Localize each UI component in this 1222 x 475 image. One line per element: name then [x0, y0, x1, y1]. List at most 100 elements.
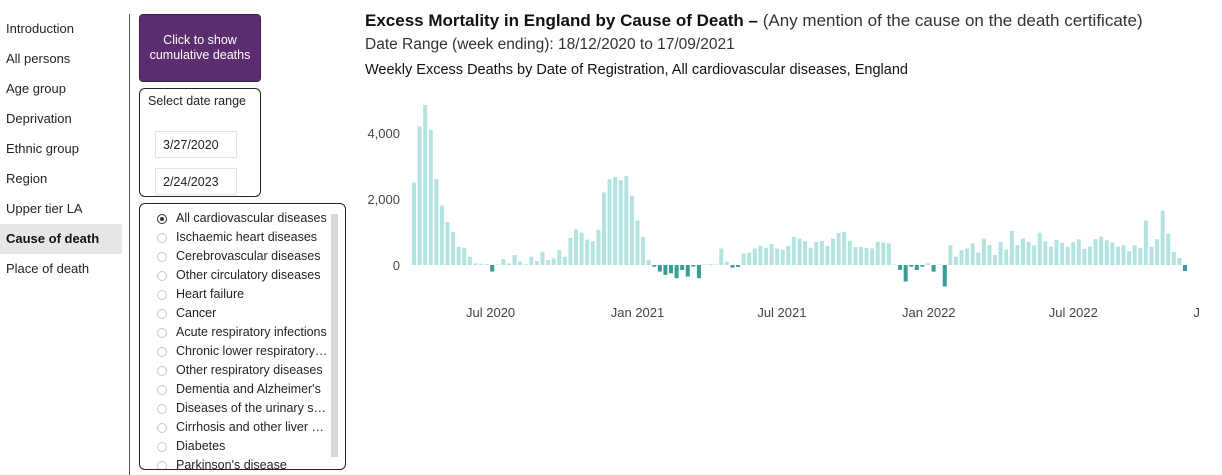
- chart-bar: [791, 236, 796, 265]
- chart-bar: [479, 263, 484, 265]
- radio-icon[interactable]: [157, 366, 167, 376]
- chart-bar: [1065, 246, 1070, 265]
- x-tick-label: Jan 2022: [902, 305, 956, 320]
- chart-bar: [668, 265, 674, 274]
- chart-bar: [1166, 233, 1171, 265]
- chart-bar: [808, 247, 813, 265]
- chart-bar: [886, 243, 891, 265]
- cause-scrollbar-thumb[interactable]: [331, 214, 338, 457]
- chart-bar: [1143, 220, 1148, 265]
- chart-bar: [1088, 246, 1093, 265]
- chart-bar: [858, 246, 863, 265]
- cause-option[interactable]: Heart failure: [140, 285, 332, 304]
- radio-icon[interactable]: [157, 347, 167, 357]
- radio-icon[interactable]: [157, 423, 167, 433]
- cause-option-label: Cirrhosis and other liver …: [176, 420, 324, 434]
- chart-bar: [629, 195, 634, 265]
- cause-option[interactable]: Acute respiratory infections: [140, 323, 332, 342]
- chart-bar: [702, 264, 707, 265]
- cause-option[interactable]: Cancer: [140, 304, 332, 323]
- chart-bar: [674, 265, 679, 279]
- cumulative-deaths-button[interactable]: Click to show cumulative deaths: [139, 14, 261, 82]
- radio-icon[interactable]: [157, 328, 167, 338]
- chart-bar: [1082, 248, 1087, 265]
- nav-item-region[interactable]: Region: [6, 171, 48, 186]
- chart-bar: [607, 179, 612, 265]
- x-tick-label: Jul 2022: [1049, 305, 1098, 320]
- radio-icon[interactable]: [157, 442, 167, 452]
- start-date-input[interactable]: 3/27/2020: [155, 131, 237, 158]
- chart-bar: [1171, 252, 1176, 265]
- cause-option[interactable]: Dementia and Alzheimer's: [140, 380, 332, 399]
- chart-bar: [439, 205, 444, 265]
- chart-bar: [736, 265, 741, 267]
- cause-option-label: Dementia and Alzheimer's: [176, 382, 321, 396]
- nav-item-upper-tier-la[interactable]: Upper tier LA: [6, 201, 83, 216]
- x-tick-label: Jul 2021: [757, 305, 806, 320]
- nav-item-ethnic-group[interactable]: Ethnic group: [6, 141, 79, 156]
- cause-option[interactable]: Cirrhosis and other liver …: [140, 418, 332, 437]
- nav-item-introduction[interactable]: Introduction: [6, 21, 74, 36]
- cause-option[interactable]: Other respiratory diseases: [140, 361, 332, 380]
- nav-item-cause-of-death[interactable]: Cause of death: [0, 224, 122, 254]
- end-date-input[interactable]: 2/24/2023: [155, 168, 237, 195]
- chart-bar: [920, 265, 925, 267]
- chart-bar: [797, 238, 802, 265]
- chart-bar: [914, 265, 919, 270]
- chart-bar: [624, 175, 629, 265]
- nav-item-all-persons[interactable]: All persons: [6, 51, 71, 66]
- chart-bar: [769, 244, 774, 265]
- radio-icon[interactable]: [157, 271, 167, 281]
- cause-option[interactable]: Cerebrovascular diseases: [140, 247, 332, 266]
- cause-scrollbar-track[interactable]: [331, 214, 338, 457]
- nav-item-age-group[interactable]: Age group: [6, 81, 66, 96]
- chart-bar: [1093, 239, 1098, 265]
- chart-bar: [506, 263, 511, 265]
- chart-bar: [1177, 258, 1182, 265]
- nav-item-place-of-death[interactable]: Place of death: [6, 261, 90, 276]
- cause-option[interactable]: Parkinson's disease: [140, 456, 332, 469]
- chart-bar: [1115, 246, 1120, 265]
- nav-item-deprivation[interactable]: Deprivation: [6, 111, 72, 126]
- cause-option[interactable]: Other circulatory diseases: [140, 266, 332, 285]
- chart-bar: [763, 247, 768, 265]
- chart-bar: [903, 265, 908, 282]
- chart-bar: [1043, 241, 1048, 265]
- radio-icon[interactable]: [157, 385, 167, 395]
- chart-bar: [484, 264, 489, 265]
- cause-option[interactable]: Ischaemic heart diseases: [140, 228, 332, 247]
- chart-bar: [456, 246, 461, 265]
- chart-bar: [529, 256, 534, 265]
- radio-icon[interactable]: [157, 252, 167, 262]
- chart-bar: [434, 179, 439, 265]
- chart-bar: [1076, 239, 1081, 265]
- cause-option[interactable]: Diabetes: [140, 437, 332, 456]
- chart-bar: [786, 245, 791, 265]
- chart-bar: [523, 264, 528, 265]
- chart-bar: [1026, 241, 1031, 265]
- cause-option[interactable]: Chronic lower respiratory…: [140, 342, 332, 361]
- radio-icon[interactable]: [157, 309, 167, 319]
- cause-option-label: Diseases of the urinary s…: [176, 401, 327, 415]
- chart-bar: [1009, 231, 1014, 265]
- chart-bar: [557, 250, 562, 265]
- chart-bar: [601, 192, 606, 265]
- cause-option[interactable]: All cardiovascular diseases: [140, 209, 332, 228]
- cause-option-label: All cardiovascular diseases: [176, 211, 327, 225]
- chart-bar: [1071, 242, 1076, 265]
- radio-icon[interactable]: [157, 404, 167, 414]
- radio-icon[interactable]: [157, 233, 167, 243]
- chart-bar: [836, 232, 841, 265]
- radio-icon[interactable]: [157, 214, 167, 224]
- chart-bar: [847, 240, 852, 265]
- chart-bar: [1121, 245, 1126, 265]
- chart-bar: [1032, 245, 1037, 265]
- chart-bar: [462, 247, 467, 265]
- chart-bar: [713, 264, 718, 265]
- radio-icon[interactable]: [157, 461, 167, 469]
- date-range-panel: Select date range 3/27/2020 2/24/2023: [139, 88, 261, 197]
- chart-bar: [1015, 245, 1020, 265]
- cause-option[interactable]: Diseases of the urinary s…: [140, 399, 332, 418]
- radio-icon[interactable]: [157, 290, 167, 300]
- chart-bar: [663, 265, 668, 275]
